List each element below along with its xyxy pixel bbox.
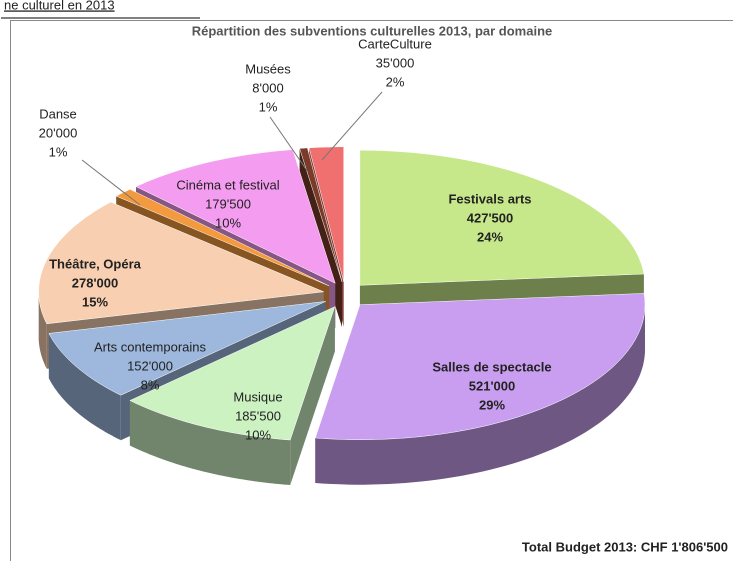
slice-label: Arts contemporains [94, 339, 206, 354]
slice [308, 146, 344, 282]
chart-title: Répartition des subventions culturelles … [192, 23, 553, 38]
percent-label: 10% [245, 427, 271, 442]
slice [129, 306, 336, 441]
slice-wall [129, 400, 291, 485]
slice-label: Salles de spectacle [432, 359, 551, 374]
value-label: 278'000 [72, 275, 118, 290]
slice-wall [38, 291, 47, 369]
slice-label: Cinéma et festival [176, 177, 279, 192]
slice-label: Festivals arts [448, 191, 531, 206]
slice [38, 201, 325, 325]
value-label: 8'000 [252, 80, 283, 95]
slice [135, 149, 336, 284]
slice [115, 189, 330, 287]
slice-label: Danse [39, 106, 77, 121]
percent-label: 15% [82, 294, 108, 309]
percent-label: 1% [259, 99, 278, 114]
percent-label: 10% [215, 215, 241, 230]
footnote: Total Budget 2013: CHF 1'806'500 [522, 539, 728, 554]
slice-wall [48, 333, 121, 441]
pie [38, 146, 646, 485]
value-label: 179'500 [205, 196, 251, 211]
leader-line [269, 116, 309, 173]
chart-frame [10, 20, 733, 561]
value-label: 521'000 [469, 378, 515, 393]
slice [48, 301, 326, 396]
percent-label: 2% [386, 74, 405, 89]
slice-label: Musique [233, 389, 282, 404]
value-label: 35'000 [376, 55, 415, 70]
leader-line [81, 159, 141, 206]
value-label: 427'500 [467, 210, 513, 225]
percent-label: 8% [141, 377, 160, 392]
header-fragment: ne culturel en 2013 [4, 0, 115, 12]
slice-label: CarteCulture [358, 36, 432, 51]
slice-wall [315, 304, 645, 485]
percent-label: 29% [479, 397, 505, 412]
slice-label: Théâtre, Opéra [49, 256, 142, 271]
value-label: 185'500 [235, 408, 281, 423]
leader-line [321, 91, 383, 161]
percent-label: 1% [49, 144, 68, 159]
slice [359, 150, 645, 286]
slice [314, 293, 646, 440]
value-label: 20'000 [39, 125, 78, 140]
percent-label: 24% [477, 229, 503, 244]
slice-label: Musées [245, 61, 291, 76]
slice [299, 147, 343, 282]
value-label: 152'000 [127, 358, 173, 373]
